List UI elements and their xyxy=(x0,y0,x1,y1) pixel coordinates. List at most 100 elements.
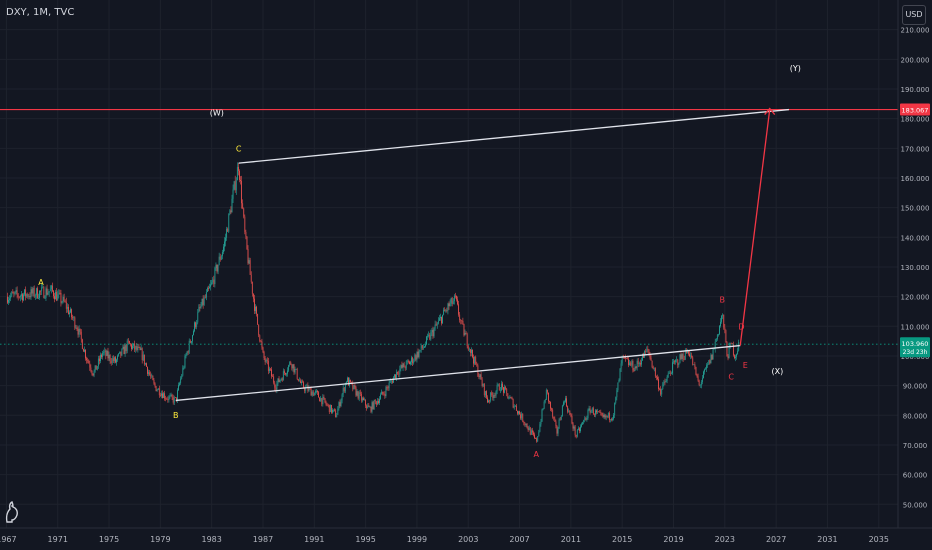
candle-body xyxy=(456,295,457,300)
candle-body xyxy=(574,426,576,436)
candle-body xyxy=(288,365,290,371)
current-price-badge-label: 103.960 xyxy=(902,340,929,348)
candle-body xyxy=(254,298,255,311)
candle-body xyxy=(602,414,604,417)
candle-body xyxy=(525,423,527,425)
candle-body xyxy=(73,317,75,319)
candle-body xyxy=(247,249,249,264)
candle-body xyxy=(660,389,662,395)
candle-body xyxy=(649,353,651,358)
candle-body xyxy=(502,383,503,388)
candle-body xyxy=(360,393,362,401)
candle-body xyxy=(126,340,128,352)
candle-body xyxy=(629,362,631,366)
candle-body xyxy=(600,412,602,413)
candle-body xyxy=(245,231,247,237)
candle-body xyxy=(87,360,89,361)
candle-body xyxy=(212,279,214,283)
candle-body xyxy=(681,354,683,359)
candle-body xyxy=(319,397,321,402)
candle-body xyxy=(379,398,380,404)
candle-body xyxy=(698,380,700,386)
price-tick-label: 70.000 xyxy=(903,442,928,450)
candle-body xyxy=(363,398,364,400)
candle-body xyxy=(251,281,253,294)
candle-body xyxy=(120,351,122,356)
target-marker xyxy=(764,107,776,115)
candle-body xyxy=(551,408,553,410)
candle-body xyxy=(63,296,65,302)
candle-body xyxy=(31,289,33,294)
candle-body xyxy=(344,383,346,392)
candle-body xyxy=(680,354,682,359)
candle-body xyxy=(503,387,504,393)
time-tick-label: 2027 xyxy=(766,535,786,544)
candle-body xyxy=(459,314,461,321)
candle-body xyxy=(720,321,721,327)
candle-body xyxy=(343,387,345,392)
candle-body xyxy=(27,294,29,297)
candle-body xyxy=(168,396,170,401)
candle-body xyxy=(220,256,222,260)
candle-body xyxy=(451,297,453,304)
candle-body xyxy=(204,297,206,299)
trendline-drawings[interactable] xyxy=(0,107,898,402)
candle-body xyxy=(198,307,200,313)
time-tick-label: 1975 xyxy=(99,535,119,544)
time-axis-panel[interactable] xyxy=(0,528,932,550)
wave-label: C xyxy=(236,144,242,153)
candle-body xyxy=(130,343,131,345)
tradingview-logo-icon[interactable] xyxy=(4,500,22,524)
candle-body xyxy=(461,320,463,322)
candle-body xyxy=(658,379,659,389)
chart-grid xyxy=(0,0,898,528)
candle-body xyxy=(149,372,151,375)
candle-body xyxy=(154,383,156,387)
candle-body xyxy=(729,342,731,346)
candle-body xyxy=(64,301,66,302)
candle-body xyxy=(241,180,243,204)
candle-body xyxy=(556,426,558,434)
candle-body xyxy=(606,415,608,417)
price-axis[interactable]: 50.00060.00070.00080.00090.000100.000110… xyxy=(901,27,930,510)
channel-trendline xyxy=(238,108,790,164)
candle-body xyxy=(155,386,157,392)
candle-body xyxy=(280,378,282,380)
candle-body xyxy=(47,292,49,295)
candle-body xyxy=(193,331,194,336)
candle-body xyxy=(150,374,152,377)
candle-body xyxy=(267,361,269,371)
candle-body xyxy=(646,348,648,352)
candle-body xyxy=(446,310,448,311)
candle-body xyxy=(645,351,647,352)
currency-button[interactable]: USD xyxy=(902,5,926,25)
candle-body xyxy=(384,394,386,396)
candle-body xyxy=(455,295,456,297)
candle-body xyxy=(8,299,9,303)
candle-body xyxy=(327,404,329,406)
candle-body xyxy=(573,426,575,429)
price-tick-label: 80.000 xyxy=(903,412,928,420)
candle-body xyxy=(425,344,426,347)
candle-body xyxy=(648,349,650,354)
time-axis[interactable]: 1967 1971 1975 1979 1983 1987 1991 1995 1999 2003… xyxy=(0,535,889,544)
candle-body xyxy=(557,428,559,434)
candle-body xyxy=(225,237,226,242)
candle-body xyxy=(411,357,412,362)
symbol-title[interactable]: DXY, 1M, TVC xyxy=(6,7,75,18)
candle-body xyxy=(224,241,225,247)
candle-body xyxy=(522,413,524,422)
candle-body xyxy=(701,378,703,382)
candle-body xyxy=(104,350,106,353)
candle-body xyxy=(654,368,656,377)
candle-body xyxy=(385,387,387,396)
candle-body xyxy=(53,290,54,297)
candle-body xyxy=(728,345,730,359)
channel-trendline xyxy=(175,344,741,402)
candle-body xyxy=(136,346,138,351)
candle-body xyxy=(221,251,223,257)
candle-body xyxy=(252,293,254,299)
price-axis-panel[interactable] xyxy=(898,0,932,528)
candle-body xyxy=(735,356,736,359)
